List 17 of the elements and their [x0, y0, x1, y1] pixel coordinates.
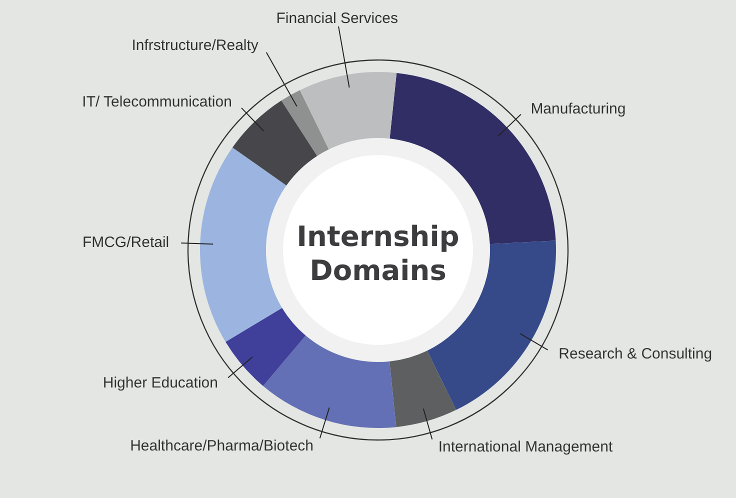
slice-label: Manufacturing [530, 100, 626, 118]
donut-slice [200, 147, 286, 342]
slice-label: FMCG/Retail [82, 234, 170, 252]
slice-label: Higher Education [102, 374, 218, 392]
slice-label: Research & Consulting [558, 345, 712, 362]
slice-label: Healthcare/Pharma/Biotech [130, 437, 314, 454]
slice-label: International Management [438, 438, 614, 456]
donut-slice [300, 72, 397, 150]
donut-slice [263, 336, 396, 428]
slice-label: Financial Services [276, 10, 398, 28]
slice-label: IT/ Telecommunication [82, 94, 232, 111]
donut-slice [232, 100, 318, 186]
text: Internship Domains [296, 220, 460, 286]
donut-slice [226, 308, 306, 386]
slice-label: Infrstructure/Realty [132, 36, 259, 54]
donut-slice [281, 90, 329, 156]
donut-slice [389, 350, 456, 428]
